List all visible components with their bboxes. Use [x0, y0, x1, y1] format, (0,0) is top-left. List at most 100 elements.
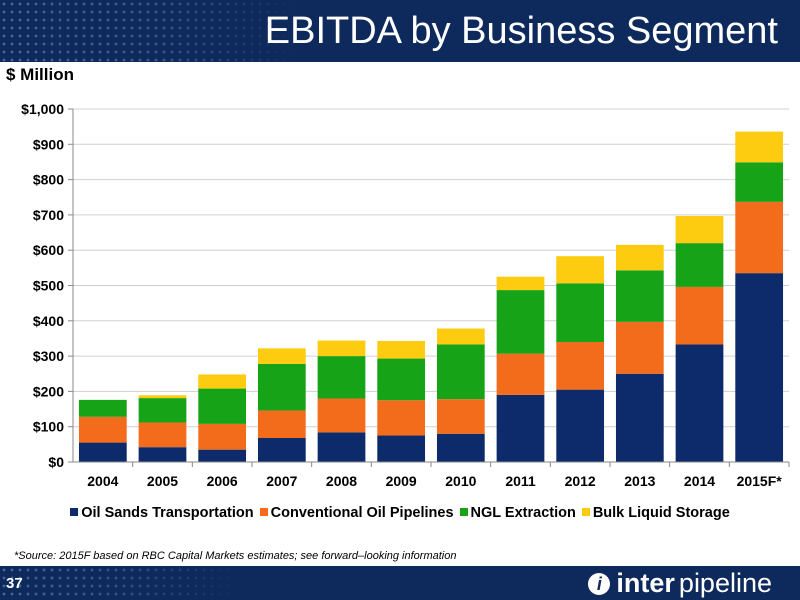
y-tick-label: $0	[48, 454, 64, 470]
bar-segment	[675, 344, 724, 462]
bar-segment	[138, 422, 187, 448]
pipeline-logo-icon: i	[588, 573, 611, 595]
x-tick-label: 2007	[266, 473, 297, 489]
ebitda-stacked-bar-chart: $0 $100 $200 $300 $400 $500 $600 $700 $800 $900 $1…	[21, 101, 790, 489]
brand-name-part1: inter	[616, 568, 675, 598]
bar-segment	[78, 399, 127, 417]
bar-segment	[735, 131, 784, 163]
y-tick-label: $900	[33, 136, 64, 152]
bar-segment	[198, 423, 247, 450]
chart-gridlines	[73, 108, 789, 428]
x-tick-label: 2010	[445, 473, 476, 489]
bar-segment	[735, 273, 784, 462]
bar-segment	[556, 389, 605, 462]
x-tick-label: 2006	[207, 473, 238, 489]
legend-swatch	[581, 508, 590, 516]
y-tick-label: $300	[33, 348, 64, 364]
x-tick-label: 2015F*	[737, 473, 783, 489]
legend-label: Bulk Liquid Storage	[592, 505, 730, 521]
y-axis: $0 $100 $200 $300 $400 $500 $600 $700 $800 $900 $1…	[21, 101, 74, 470]
y-tick-label: $600	[33, 242, 64, 258]
bar-segment	[317, 432, 366, 462]
x-tick-label: 2013	[624, 473, 655, 489]
bar-segment	[257, 410, 306, 438]
legend-swatch	[459, 508, 468, 516]
bar-segment	[496, 353, 545, 395]
legend-label: Oil Sands Transportation	[81, 505, 254, 521]
bar-segment	[615, 321, 664, 374]
footer-bar: 37 i inter pipeline	[0, 566, 800, 600]
legend-label: Conventional Oil Pipelines	[270, 505, 454, 521]
bar-segment	[78, 442, 127, 462]
bar-segment	[436, 399, 485, 434]
bar-segment	[317, 340, 366, 357]
page-title: EBITDA by Business Segment	[264, 10, 778, 52]
footer-dot-pattern	[0, 566, 800, 600]
chart-legend: Oil Sands Transportation Conventional Oil…	[0, 505, 800, 521]
bar-segment	[138, 395, 187, 399]
bar-segment	[317, 356, 366, 399]
bar-segment	[78, 416, 127, 443]
x-tick-label: 2011	[505, 473, 536, 489]
bar-segment	[436, 328, 485, 345]
bar-segment	[556, 341, 605, 390]
bar-segment	[556, 283, 605, 342]
bar-segment	[198, 388, 247, 424]
bar-segment	[198, 449, 247, 462]
chart-bars	[78, 131, 784, 462]
y-tick-label: $500	[33, 278, 64, 294]
legend-item: Bulk Liquid Storage	[581, 505, 730, 521]
x-tick-label: 2009	[386, 473, 417, 489]
page-number: 37	[6, 575, 23, 592]
bar-segment	[257, 437, 306, 462]
bar-segment	[615, 373, 664, 462]
x-tick-label: 2012	[565, 473, 596, 489]
bar-segment	[198, 374, 247, 389]
y-tick-label: $800	[33, 172, 64, 188]
bar-segment	[675, 215, 724, 244]
legend-label: NGL Extraction	[470, 505, 576, 521]
brand-logo: i inter pipeline	[588, 568, 772, 599]
header-dot-pattern	[0, 0, 800, 62]
bar-segment	[377, 358, 426, 401]
source-footnote: *Source: 2015F based on RBC Capital Mark…	[14, 550, 457, 562]
legend-swatch	[259, 508, 268, 516]
bar-segment	[556, 256, 605, 284]
x-tick-label: 2014	[684, 473, 715, 489]
brand-name-part2: pipeline	[678, 568, 772, 598]
bar-segment	[615, 270, 664, 322]
bar-segment	[496, 290, 545, 354]
bar-segment	[496, 394, 545, 462]
y-tick-label: $200	[33, 383, 64, 399]
bar-segment	[675, 286, 724, 345]
y-tick-label: $400	[33, 313, 64, 329]
bar-segment	[496, 276, 545, 291]
legend-swatch	[70, 508, 79, 516]
bar-segment	[735, 162, 784, 202]
bar-segment	[138, 447, 187, 462]
bar-segment	[257, 348, 306, 364]
y-tick-label: $1,000	[21, 101, 64, 117]
legend-item: Oil Sands Transportation	[70, 505, 254, 521]
legend-item: Conventional Oil Pipelines	[259, 505, 454, 521]
bar-segment	[317, 398, 366, 433]
x-axis: 2004 2005 2006 2007 2008 2009 2010 2011 2012 2013…	[73, 461, 790, 489]
x-tick-label: 2004	[87, 473, 118, 489]
bar-segment	[377, 400, 426, 436]
bar-segment	[735, 201, 784, 274]
bar-segment	[615, 244, 664, 271]
y-axis-unit-label: $ Million	[6, 65, 74, 84]
bar-segment	[675, 243, 724, 287]
header-banner: EBITDA by Business Segment	[0, 0, 800, 62]
legend-item: NGL Extraction	[459, 505, 576, 521]
x-tick-label: 2005	[147, 473, 178, 489]
bar-segment	[257, 363, 306, 411]
y-tick-label: $700	[33, 207, 64, 223]
bar-segment	[436, 433, 485, 462]
bar-segment	[377, 435, 426, 462]
y-tick-label: $100	[33, 419, 64, 435]
bar-segment	[138, 398, 187, 423]
bar-segment	[436, 344, 485, 400]
x-tick-label: 2008	[326, 473, 357, 489]
bar-segment	[377, 340, 426, 359]
